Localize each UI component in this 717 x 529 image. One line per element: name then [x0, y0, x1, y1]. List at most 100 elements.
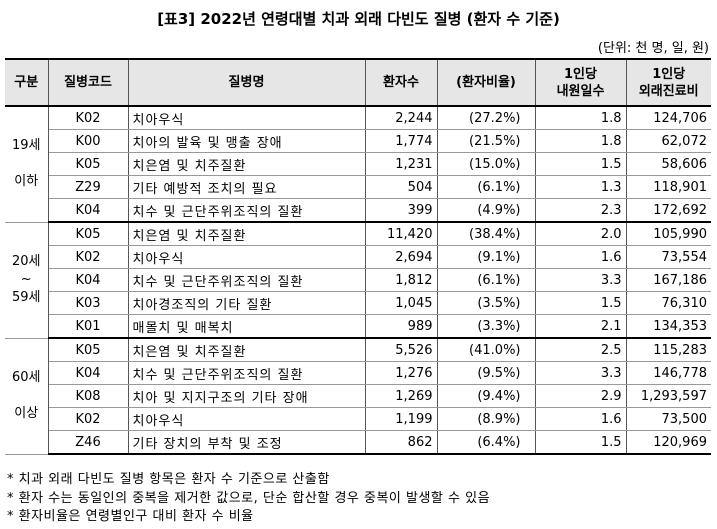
- patient-ratio: (9.1%): [436, 245, 536, 269]
- disease-name: 매몰치 및 매복치: [127, 314, 366, 339]
- table-row: K00 치아의 발육 및 맹출 장애 1,774 (21.5%) 1.8 62,072: [5, 129, 711, 153]
- outpatient-cost: 76,310: [625, 291, 711, 315]
- table-row: K01 매몰치 및 매복치 989 (3.3%) 2.1 134,353: [5, 314, 711, 339]
- group-label-line: [9, 387, 44, 405]
- patient-ratio: (8.9%): [436, 407, 536, 431]
- group-label-line: 60세: [11, 370, 41, 385]
- patient-count: 1,045: [364, 291, 438, 315]
- disease-code: K01: [48, 314, 129, 339]
- outpatient-cost: 58,606: [625, 152, 711, 176]
- disease-code: K02: [48, 245, 129, 269]
- header-group: 구분: [5, 58, 49, 107]
- group-label-line: 19세: [11, 138, 41, 154]
- visit-days: 3.3: [534, 361, 627, 385]
- disease-name: 치은염 및 치주질환: [127, 222, 366, 246]
- outpatient-cost: 167,186: [625, 268, 711, 292]
- outpatient-cost: 134,353: [625, 314, 711, 339]
- table-row: Z29 기타 예방적 조치의 필요 504 (6.1%) 1.3 118,901: [5, 175, 711, 199]
- outpatient-cost: 105,990: [625, 222, 711, 246]
- patient-count: 504: [364, 175, 438, 199]
- header-cost-line1: 1인당: [652, 66, 686, 82]
- patient-count: 862: [364, 430, 438, 455]
- disease-name: 치아경조직의 기타 질환: [127, 291, 366, 315]
- outpatient-cost: 115,283: [625, 338, 711, 362]
- patient-ratio: (6.4%): [436, 430, 536, 455]
- disease-name: 치아우식: [127, 407, 366, 431]
- table-row: K08 치아 및 지지구조의 기타 장애 1,269 (9.4%) 2.9 1,293,5…: [5, 384, 711, 408]
- disease-name: 치수 및 근단주위조직의 질환: [127, 268, 366, 292]
- table-row: Z46 기타 장치의 부착 및 조정 862 (6.4%) 1.5 120,969: [5, 430, 711, 455]
- visit-days: 1.5: [534, 430, 627, 455]
- patient-count: 399: [364, 198, 438, 223]
- header-days: 1인당 내원일수: [534, 58, 627, 107]
- disease-code: K04: [48, 198, 129, 223]
- visit-days: 3.3: [534, 268, 627, 292]
- patient-count: 1,276: [364, 361, 438, 385]
- visit-days: 2.0: [534, 222, 627, 246]
- patient-count: 1,231: [364, 152, 438, 176]
- visit-days: 1.8: [534, 106, 627, 130]
- disease-name: 치은염 및 치주질환: [127, 338, 366, 362]
- table-row: K04 치수 및 근단주위조직의 질환 1,276 (9.5%) 3.3 146,778: [5, 361, 711, 385]
- patient-count: 1,269: [364, 384, 438, 408]
- group-label: 60세 이상: [5, 338, 49, 455]
- header-cost-line2: 외래진료비: [638, 83, 699, 99]
- visit-days: 2.3: [534, 198, 627, 223]
- footnote: * 환자 수는 동일인의 중복을 제거한 값으로, 단순 합산할 경우 중복이 …: [7, 490, 491, 506]
- disease-code: K03: [48, 291, 129, 315]
- outpatient-cost: 73,554: [625, 245, 711, 269]
- disease-code: Z46: [48, 430, 129, 455]
- patient-count: 2,694: [364, 245, 438, 269]
- outpatient-cost: 62,072: [625, 129, 711, 153]
- patient-ratio: (3.3%): [436, 314, 536, 339]
- patient-ratio: (21.5%): [436, 129, 536, 153]
- disease-name: 치아우식: [127, 245, 366, 269]
- patient-ratio: (6.1%): [436, 268, 536, 292]
- header-code: 질병코드: [47, 58, 129, 107]
- disease-name: 치아우식: [127, 106, 366, 130]
- outpatient-cost: 118,901: [625, 175, 711, 199]
- header-ratio: (환자비율): [436, 58, 536, 107]
- group-label-line: [9, 155, 44, 173]
- group-label-line: 이하: [14, 174, 39, 190]
- disease-code: K04: [48, 268, 129, 292]
- outpatient-cost: 172,692: [625, 198, 711, 223]
- outpatient-cost: 1,293,597: [625, 384, 711, 408]
- table-body: 19세 이하 K02 치아우식 2,244 (27.2%) 1.8 124,706 K00 치아…: [5, 106, 711, 455]
- footnotes: * 치과 외래 다빈도 질병 항목은 환자 수 기준으로 산출함 * 환자 수는…: [7, 471, 490, 527]
- disease-code: K05: [48, 152, 129, 176]
- disease-code: K05: [47, 338, 129, 362]
- disease-code: K05: [47, 222, 129, 246]
- patient-count: 989: [364, 314, 438, 339]
- header-cost: 1인당 외래진료비: [625, 58, 711, 107]
- patient-ratio: (6.1%): [436, 175, 536, 199]
- disease-code: K02: [48, 407, 129, 431]
- table-row: K02 치아우식 1,199 (8.9%) 1.6 73,500: [5, 407, 711, 431]
- header-days-line1: 1인당: [564, 66, 597, 82]
- group-label-line: 20세: [11, 254, 41, 269]
- disease-code: K04: [48, 361, 129, 385]
- table-row: K05 치은염 및 치주질환 1,231 (15.0%) 1.5 58,606: [5, 152, 711, 176]
- disease-code: K08: [48, 384, 129, 408]
- table-row: 19세 이하 K02 치아우식 2,244 (27.2%) 1.8 124,706: [5, 106, 711, 223]
- unit-label: (단위: 천 명, 일, 원): [597, 41, 709, 56]
- patient-count: 1,812: [364, 268, 438, 292]
- visit-days: 1.3: [534, 175, 627, 199]
- visit-days: 2.5: [534, 338, 627, 362]
- disease-code: K00: [48, 129, 129, 153]
- disease-name: 치아의 발육 및 맹출 장애: [127, 129, 366, 153]
- visit-days: 1.5: [534, 291, 627, 315]
- patient-ratio: (9.4%): [436, 384, 536, 408]
- group-label-line: ~: [20, 272, 32, 287]
- visit-days: 1.5: [534, 152, 627, 176]
- disease-name: 치수 및 근단주위조직의 질환: [127, 198, 366, 223]
- outpatient-cost: 146,778: [625, 361, 711, 385]
- patient-count: 1,774: [364, 129, 438, 153]
- group-label-line: 이상: [14, 406, 39, 421]
- disease-name: 치수 및 근단주위조직의 질환: [127, 361, 366, 385]
- disease-table: 구분 질병코드 질병명 환자수 (환자비율) 1인당 내원일수 1인당 외래진료비 …: [5, 58, 711, 455]
- patient-ratio: (27.2%): [436, 106, 536, 130]
- patient-ratio: (41.0%): [436, 338, 536, 362]
- patient-ratio: (3.5%): [436, 291, 536, 315]
- visit-days: 2.1: [534, 314, 627, 339]
